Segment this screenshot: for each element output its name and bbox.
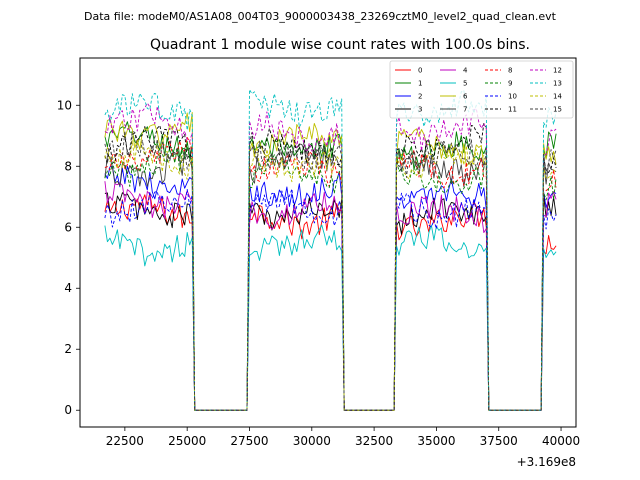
series-line-11: [104, 123, 557, 411]
x-tick-label: 27500: [230, 434, 268, 448]
series-line-10: [104, 188, 557, 411]
legend-label-7: 7: [463, 106, 467, 114]
y-tick-label: 10: [57, 98, 72, 112]
legend-label-5: 5: [463, 80, 467, 88]
series-line-5: [104, 224, 557, 411]
x-tick-label: 40000: [542, 434, 580, 448]
legend-label-13: 13: [553, 80, 562, 88]
series-line-9: [104, 146, 557, 411]
legend-label-0: 0: [418, 67, 422, 75]
legend-label-4: 4: [463, 67, 468, 75]
legend-label-3: 3: [418, 106, 422, 114]
legend-label-12: 12: [553, 67, 562, 75]
legend-label-9: 9: [508, 80, 512, 88]
legend-label-1: 1: [418, 80, 422, 88]
y-tick-label: 0: [64, 403, 72, 417]
chart-title: Quadrant 1 module wise count rates with …: [150, 37, 530, 53]
y-tick-label: 6: [64, 220, 72, 234]
legend-label-8: 8: [508, 67, 512, 75]
x-tick-label: 35000: [417, 434, 455, 448]
plot-frame: [79, 57, 577, 428]
series-line-8: [104, 137, 557, 411]
x-axis: 22500 25000 27500 30000 32500 35000 37500 40000: [106, 427, 580, 448]
legend-label-2: 2: [418, 93, 422, 101]
y-tick-label: 8: [64, 159, 72, 173]
series-line-15: [104, 130, 557, 411]
legend-label-11: 11: [508, 106, 517, 114]
series-line-12: [104, 102, 557, 411]
y-tick-label: 2: [64, 342, 72, 356]
legend-box: [389, 60, 574, 119]
legend-label-14: 14: [553, 93, 562, 101]
x-tick-label: 22500: [106, 434, 144, 448]
legend-label-15: 15: [553, 106, 562, 114]
y-tick-label: 4: [64, 281, 72, 295]
figure-suptitle: Data file: modeM0/AS1A08_004T03_90000034…: [84, 10, 557, 23]
x-tick-label: 25000: [168, 434, 206, 448]
legend-label-6: 6: [463, 93, 468, 101]
plot-lines: [104, 89, 557, 411]
series-line-6: [104, 112, 557, 411]
x-offset-label: +3.169e8: [517, 455, 576, 469]
x-tick-label: 37500: [480, 434, 518, 448]
legend-label-10: 10: [508, 93, 517, 101]
y-axis: 0 2 4 6 8 10: [57, 98, 80, 417]
x-tick-label: 30000: [293, 434, 331, 448]
x-tick-label: 32500: [355, 434, 393, 448]
series-line-2: [104, 165, 557, 411]
series-line-4: [104, 181, 557, 411]
